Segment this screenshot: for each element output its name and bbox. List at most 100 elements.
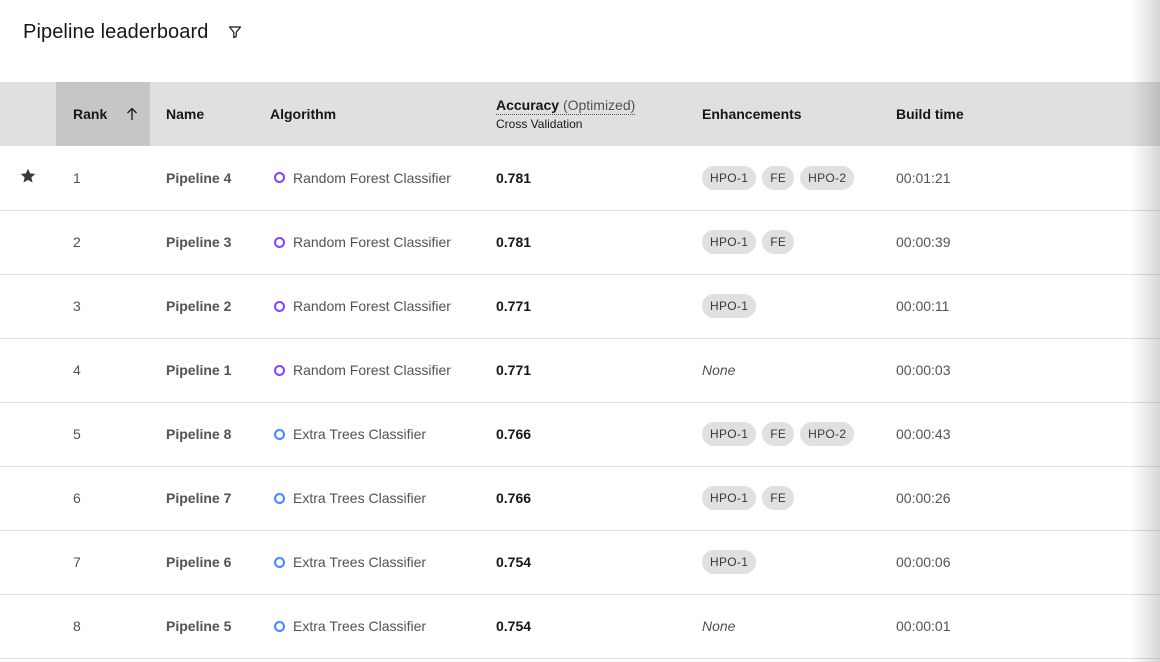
table-row[interactable]: 5 Pipeline 8 Extra Trees Classifier 0.76… xyxy=(0,402,1160,466)
page-title: Pipeline leaderboard xyxy=(23,20,209,43)
star-cell xyxy=(0,466,56,530)
table-row[interactable]: 8 Pipeline 5 Extra Trees Classifier 0.75… xyxy=(0,594,1160,658)
algorithm-label: Random Forest Classifier xyxy=(270,170,496,186)
table-header: Rank Name Algorithm Accuracy (Optimized)… xyxy=(0,82,1160,146)
rank-cell: 7 xyxy=(73,554,81,570)
algorithm-cell: Extra Trees Classifier xyxy=(270,402,496,466)
table-row[interactable]: 1 Pipeline 4 Random Forest Classifier 0.… xyxy=(0,146,1160,210)
star-cell xyxy=(0,594,56,658)
build-time-cell: 00:00:06 xyxy=(896,554,951,570)
enhancements-cell: None xyxy=(702,338,896,402)
pipeline-name[interactable]: Pipeline 3 xyxy=(166,234,232,250)
enhancement-tags: HPO-1 FE xyxy=(702,486,896,510)
algorithm-label: Extra Trees Classifier xyxy=(270,618,496,634)
star-cell xyxy=(0,530,56,594)
no-enhancements-label: None xyxy=(702,618,736,634)
accuracy-subheader: Cross Validation xyxy=(496,117,583,131)
accuracy-column-header[interactable]: Accuracy (Optimized) Cross Validation xyxy=(496,82,702,146)
star-cell xyxy=(0,146,56,210)
algorithm-cell: Extra Trees Classifier xyxy=(270,466,496,530)
accuracy-header-label: Accuracy xyxy=(496,97,560,113)
algorithm-label: Random Forest Classifier xyxy=(270,362,496,378)
rank-cell: 8 xyxy=(73,618,81,634)
rank-column-header[interactable]: Rank xyxy=(56,82,150,146)
algorithm-dot-icon xyxy=(274,300,285,312)
build-time-cell: 00:00:11 xyxy=(896,298,950,314)
enhancements-cell: HPO-1 xyxy=(702,530,896,594)
enhancements-cell: HPO-1 FE HPO-2 xyxy=(702,402,896,466)
algorithm-column-header[interactable]: Algorithm xyxy=(270,82,496,146)
accuracy-cell: 0.781 xyxy=(496,169,532,186)
pipeline-name[interactable]: Pipeline 6 xyxy=(166,554,232,570)
algorithm-dot-icon xyxy=(274,364,285,376)
table-row[interactable]: 4 Pipeline 1 Random Forest Classifier 0.… xyxy=(0,338,1160,402)
accuracy-cell: 0.781 xyxy=(496,234,532,250)
enhancement-tags: HPO-1 FE xyxy=(702,230,896,254)
pipeline-name[interactable]: Pipeline 7 xyxy=(166,490,232,506)
pipeline-name[interactable]: Pipeline 1 xyxy=(166,362,232,378)
accuracy-cell: 0.766 xyxy=(496,490,532,506)
rank-cell: 1 xyxy=(73,169,81,186)
enhancement-tag: FE xyxy=(762,486,795,510)
algorithm-cell: Random Forest Classifier xyxy=(270,338,496,402)
star-cell xyxy=(0,402,56,466)
accuracy-cell: 0.771 xyxy=(496,362,532,378)
algorithm-name: Random Forest Classifier xyxy=(293,298,451,314)
pipeline-name[interactable]: Pipeline 4 xyxy=(166,169,232,186)
enhancements-header-label: Enhancements xyxy=(702,106,802,122)
table-row[interactable]: 6 Pipeline 7 Extra Trees Classifier 0.76… xyxy=(0,466,1160,530)
build-time-column-header[interactable]: Build time xyxy=(896,82,1160,146)
name-column-header[interactable]: Name xyxy=(150,82,270,146)
title-bar: Pipeline leaderboard xyxy=(23,18,244,46)
enhancements-column-header[interactable]: Enhancements xyxy=(702,82,896,146)
accuracy-cell: 0.771 xyxy=(496,298,532,314)
build-time-cell: 00:01:21 xyxy=(896,169,951,186)
rank-header-label: Rank xyxy=(73,106,108,122)
table-row[interactable]: 2 Pipeline 3 Random Forest Classifier 0.… xyxy=(0,210,1160,274)
table-row[interactable]: 7 Pipeline 6 Extra Trees Classifier 0.75… xyxy=(0,530,1160,594)
enhancement-tag: HPO-1 xyxy=(702,422,757,446)
arrow-up-icon[interactable] xyxy=(124,106,140,122)
accuracy-header-tooltip-trigger[interactable]: Accuracy (Optimized) xyxy=(496,97,636,115)
algorithm-dot-icon xyxy=(274,492,285,504)
enhancement-tag: HPO-1 xyxy=(702,294,757,318)
algorithm-dot-icon xyxy=(274,428,285,440)
algorithm-name: Random Forest Classifier xyxy=(293,169,451,186)
enhancement-tag: HPO-1 xyxy=(702,165,757,190)
enhancement-tag: FE xyxy=(762,165,795,190)
rank-cell: 4 xyxy=(73,362,81,378)
enhancement-tags: HPO-1 xyxy=(702,550,896,574)
algorithm-name: Extra Trees Classifier xyxy=(293,490,427,506)
enhancement-tag: HPO-2 xyxy=(800,422,855,446)
build-time-cell: 00:00:26 xyxy=(896,490,951,506)
enhancement-tag: HPO-1 xyxy=(702,230,757,254)
table-row[interactable]: 3 Pipeline 2 Random Forest Classifier 0.… xyxy=(0,274,1160,338)
enhancement-tags: HPO-1 FE HPO-2 xyxy=(702,422,896,446)
pipeline-name[interactable]: Pipeline 8 xyxy=(166,426,232,442)
algorithm-dot-icon xyxy=(274,620,285,632)
rank-cell: 5 xyxy=(73,426,81,442)
pipeline-name[interactable]: Pipeline 2 xyxy=(166,298,232,314)
algorithm-cell: Random Forest Classifier xyxy=(270,146,496,210)
star-cell xyxy=(0,338,56,402)
algorithm-dot-icon xyxy=(274,236,285,248)
enhancements-cell: HPO-1 xyxy=(702,274,896,338)
algorithm-label: Extra Trees Classifier xyxy=(270,490,496,506)
star-cell xyxy=(0,274,56,338)
build-time-cell: 00:00:03 xyxy=(896,362,951,378)
pipeline-name[interactable]: Pipeline 5 xyxy=(166,618,232,634)
algorithm-cell: Extra Trees Classifier xyxy=(270,530,496,594)
algorithm-dot-icon xyxy=(274,172,285,184)
accuracy-cell: 0.754 xyxy=(496,618,532,634)
algorithm-cell: Random Forest Classifier xyxy=(270,274,496,338)
build-time-header-label: Build time xyxy=(896,106,964,122)
accuracy-optimized-label: (Optimized) xyxy=(562,97,636,113)
star-icon[interactable] xyxy=(19,167,37,185)
leaderboard-table: Rank Name Algorithm Accuracy (Optimized)… xyxy=(0,82,1160,659)
filter-icon[interactable] xyxy=(226,23,244,41)
algorithm-label: Extra Trees Classifier xyxy=(270,554,496,570)
enhancement-tags: None xyxy=(702,618,896,634)
algorithm-name: Random Forest Classifier xyxy=(293,362,451,378)
enhancement-tags: HPO-1 FE HPO-2 xyxy=(702,165,896,190)
